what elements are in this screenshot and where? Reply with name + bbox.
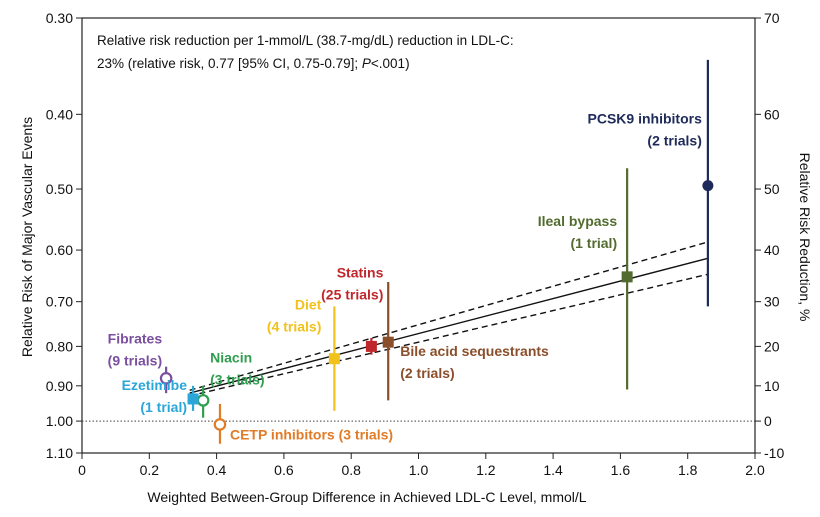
y-left-tick-label: 0.30 [46, 10, 73, 26]
x-tick-label: 2.0 [745, 462, 765, 478]
y-right-tick-label: 0 [764, 413, 772, 429]
annotation-text: 23% (relative risk, 0.77 [95% CI, 0.75-0… [97, 56, 362, 71]
y-right-tick-label: 40 [764, 242, 780, 258]
y-left-tick-label: 0.40 [46, 106, 73, 122]
regression-line [189, 257, 709, 394]
label-niacin-1: Niacin [210, 349, 252, 365]
point-ileal-bypass [621, 271, 633, 283]
annotation-p-value: <.001) [371, 56, 410, 71]
label-diet-1: Diet [295, 297, 322, 313]
label-bile-acid-sequestrants-1: Bile acid sequestrants [400, 343, 549, 359]
point-niacin [196, 394, 210, 407]
annotation-p-symbol: P [362, 56, 371, 71]
y-axis-label-left: Relative Risk of Major Vascular Events [19, 117, 35, 357]
label-pcsk9-inhibitors-1: PCSK9 inhibitors [588, 111, 703, 127]
annotation-line-2: 23% (relative risk, 0.77 [95% CI, 0.75-0… [97, 56, 410, 71]
annotation-line-1: Relative risk reduction per 1-mmol/L (38… [97, 33, 514, 48]
y-left-tick-label: 1.00 [46, 413, 73, 429]
regression-lines [189, 241, 709, 397]
axis-ticks: 0 0.2 0.4 0.6 0.8 1.0 1.2 1.4 1.6 1.8 2.0 0.30 0.40 0… [46, 10, 785, 478]
point-fibrates [159, 371, 173, 385]
x-tick-label: 0.4 [207, 462, 227, 478]
y-left-tick-label: 0.70 [46, 294, 73, 310]
point-pcsk9-inhibitors [702, 180, 714, 192]
y-left-tick-label: 0.50 [46, 181, 73, 197]
x-tick-label: 1.2 [476, 462, 496, 478]
x-tick-label: 1.8 [678, 462, 698, 478]
label-bile-acid-sequestrants-2: (2 trials) [400, 365, 454, 381]
label-statins-1: Statins [337, 264, 384, 280]
x-tick-label: 1.4 [543, 462, 563, 478]
ci-lower-line [189, 273, 709, 397]
x-tick-label: 1.6 [611, 462, 631, 478]
label-pcsk9-inhibitors-2: (2 trials) [647, 133, 701, 149]
x-tick-label: 0.6 [274, 462, 294, 478]
x-tick-label: 0.2 [140, 462, 160, 478]
label-niacin-2: (3 trials) [210, 371, 264, 387]
point-bile-acid-sequestrants [382, 336, 394, 348]
y-right-tick-label: 70 [764, 10, 780, 26]
y-right-tick-label: 30 [764, 294, 780, 310]
point-statins [365, 340, 377, 352]
y-left-tick-label: 0.80 [46, 338, 73, 354]
label-fibrates-1: Fibrates [108, 330, 163, 346]
y-axis-label-right: Relative Risk Reduction, % [797, 153, 813, 322]
label-diet-2: (4 trials) [267, 319, 321, 335]
x-tick-label: 0 [78, 462, 86, 478]
point-cetp-inhibitors [213, 418, 227, 431]
y-left-tick-label: 0.90 [46, 378, 73, 394]
series-labels: Fibrates (9 trials) Niacin (3 trials) Ezetim… [108, 111, 702, 443]
label-statins-2: (25 trials) [321, 286, 383, 302]
x-tick-label: 0.8 [341, 462, 361, 478]
data-points [159, 59, 714, 444]
y-right-tick-label: -10 [764, 445, 784, 461]
label-ezetimibe-1: Ezetimibe [122, 377, 188, 393]
y-right-tick-label: 50 [764, 181, 780, 197]
x-tick-label: 1.0 [409, 462, 429, 478]
y-right-tick-label: 10 [764, 378, 780, 394]
label-ileal-bypass-2: (1 trial) [570, 235, 617, 251]
label-ezetimibe-2: (1 trial) [140, 399, 187, 415]
point-ezetimibe [187, 393, 199, 405]
x-axis-label: Weighted Between-Group Difference in Ach… [147, 489, 586, 505]
y-left-tick-label: 1.10 [46, 445, 73, 461]
label-fibrates-2: (9 trials) [108, 352, 162, 368]
label-ileal-bypass-1: Ileal bypass [538, 213, 618, 229]
point-diet [328, 353, 340, 365]
y-right-tick-label: 20 [764, 338, 780, 354]
summary-annotation: Relative risk reduction per 1-mmol/L (38… [97, 33, 514, 71]
y-right-tick-label: 60 [764, 106, 780, 122]
label-cetp-inhibitors-1: CETP inhibitors (3 trials) [230, 426, 393, 442]
y-left-tick-label: 0.60 [46, 242, 73, 258]
